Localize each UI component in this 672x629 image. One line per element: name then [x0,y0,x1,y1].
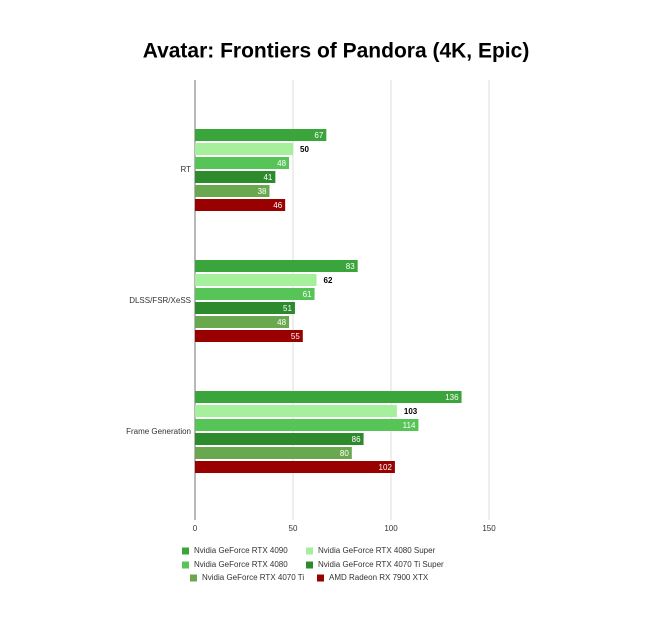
bar [195,447,352,459]
bar [195,185,270,197]
value-label: 80 [340,449,349,458]
value-label: 83 [346,262,355,271]
legend-swatch [182,547,189,555]
value-label: 62 [324,276,333,285]
value-label: 50 [300,145,309,154]
bar [195,330,303,342]
value-label: 114 [403,421,416,430]
bar [195,129,327,141]
value-label: 86 [352,435,361,444]
value-label: 61 [303,290,312,299]
legend-label: Nvidia GeForce RTX 4090 [194,546,288,555]
value-label: 38 [258,187,267,196]
x-tick-label: 0 [193,524,198,533]
chart-title: Avatar: Frontiers of Pandora (4K, Epic) [143,40,530,63]
value-label: 136 [445,393,459,402]
value-label: 48 [277,318,286,327]
value-label: 55 [291,332,300,341]
bar [195,405,397,417]
legend-label: Nvidia GeForce RTX 4070 Ti Super [318,560,444,569]
legend-swatch [317,574,324,582]
value-label: 46 [273,201,282,210]
bar [195,143,293,155]
value-label: 102 [379,463,393,472]
bar [195,419,419,431]
legend-label: Nvidia GeForce RTX 4080 [194,560,288,569]
bar [195,274,317,286]
bar [195,288,315,300]
value-label: 48 [277,159,286,168]
y-tick-label: RT [180,165,191,174]
legend-label: AMD Radeon RX 7900 XTX [329,573,429,582]
bar [195,302,295,314]
value-label: 41 [263,173,272,182]
y-tick-label: Frame Generation [126,427,191,436]
bar [195,391,462,403]
bar [195,260,358,272]
value-label: 67 [314,131,323,140]
x-tick-label: 100 [384,524,398,533]
legend-swatch [306,547,313,555]
bar [195,171,276,183]
bar [195,433,364,445]
legend-swatch [182,561,189,569]
x-tick-label: 150 [482,524,496,533]
bar [195,316,290,328]
bar [195,157,290,169]
legend-swatch [190,574,197,582]
legend-label: Nvidia GeForce RTX 4080 Super [318,546,436,555]
value-label: 103 [404,407,418,416]
value-label: 51 [283,304,292,313]
bar [195,461,395,473]
legend-swatch [306,561,313,569]
x-tick-label: 50 [289,524,298,533]
bar [195,199,286,211]
legend-label: Nvidia GeForce RTX 4070 Ti [202,573,304,582]
y-tick-label: DLSS/FSR/XeSS [129,296,191,305]
